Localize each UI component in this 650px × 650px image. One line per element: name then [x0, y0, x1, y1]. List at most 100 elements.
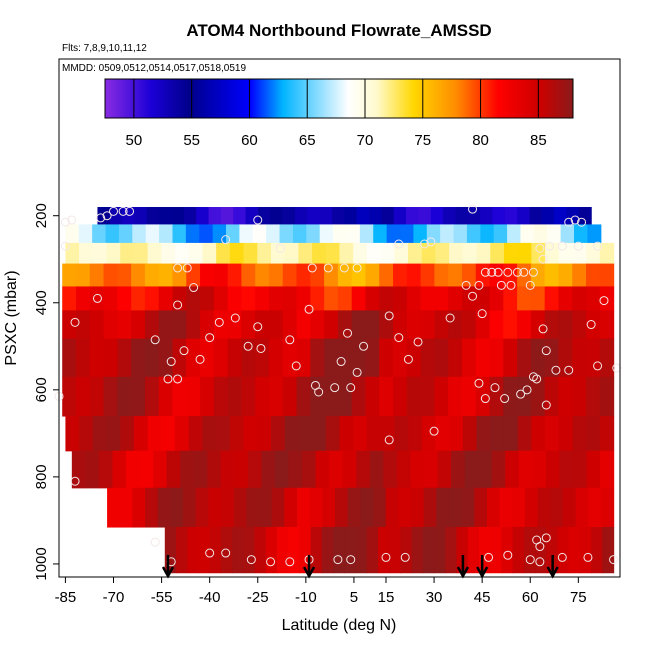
x-axis: -85 -70 -55 -40 -25 -10 5 15 30 45 60 75	[55, 577, 587, 606]
heatmap-cell	[324, 310, 339, 340]
heatmap-cell	[499, 487, 513, 528]
heatmap-cell	[89, 286, 105, 311]
heatmap-cell	[530, 263, 546, 288]
heatmap-cell	[586, 310, 601, 340]
heatmap-cell	[241, 338, 256, 378]
heatmap-cell	[270, 415, 286, 452]
heatmap-cell	[430, 207, 444, 226]
heatmap-cell	[170, 487, 184, 528]
observation-point	[173, 300, 183, 310]
heatmap-cell	[400, 224, 414, 244]
observation-point	[304, 304, 314, 314]
y-tick-label: 200	[33, 203, 50, 228]
heatmap-cell	[406, 310, 422, 340]
heatmap-cell	[312, 415, 327, 452]
heatmap-cell	[393, 207, 407, 226]
heatmap-cell	[410, 487, 425, 528]
heatmap-cell	[268, 376, 284, 417]
observation-point	[593, 241, 603, 251]
heatmap-cell	[241, 263, 256, 288]
observation-point	[528, 267, 538, 277]
flight-arrow	[476, 555, 489, 579]
heatmap-cell	[544, 310, 560, 340]
observation-point	[182, 263, 192, 273]
heatmap-cell	[448, 487, 463, 528]
observation-point	[352, 367, 362, 377]
heatmap-cell	[560, 224, 575, 244]
heatmap-cell	[106, 242, 121, 265]
heatmap-cell	[558, 376, 573, 417]
observation-point	[307, 263, 317, 273]
heatmap-cell	[186, 263, 201, 288]
heatmap-cell	[373, 224, 388, 244]
flight-arrow-head	[161, 566, 175, 579]
heatmap-cell	[422, 526, 435, 574]
observation-point	[612, 363, 622, 373]
observation-point	[230, 313, 240, 323]
heatmap-cell	[347, 487, 361, 528]
observation-point	[285, 335, 295, 345]
observation-point	[532, 374, 542, 384]
observation-point	[535, 557, 545, 567]
heatmap-cell	[558, 263, 573, 288]
heatmap-cell	[216, 415, 231, 452]
x-tick-label: 5	[350, 589, 358, 606]
heatmap-cell	[325, 415, 341, 452]
heatmap-cell	[200, 376, 215, 417]
heatmap-cell	[572, 376, 587, 417]
observation-point	[593, 361, 603, 371]
heatmap-cell	[599, 376, 615, 417]
heatmap-cell	[476, 415, 491, 452]
heatmap-cell	[420, 338, 435, 378]
observation-point	[359, 341, 369, 351]
heatmap-cell	[586, 338, 601, 378]
heatmap-cell	[103, 310, 118, 340]
y-tick-label: 400	[33, 290, 50, 315]
heatmap-cell	[324, 286, 339, 311]
observation-point	[118, 206, 128, 216]
heatmap-cell	[132, 224, 147, 244]
heatmap-cell	[530, 310, 546, 340]
heatmap-cell	[464, 450, 479, 489]
heatmap-cell	[112, 450, 127, 489]
heatmap-cell	[282, 286, 298, 311]
heatmap-cell	[296, 263, 311, 288]
heatmap-cell	[559, 450, 574, 489]
heatmap-cell	[302, 450, 317, 489]
heatmap-cell	[503, 310, 518, 340]
heatmap-cell	[507, 224, 522, 244]
observation-point	[384, 311, 394, 321]
observation-point	[256, 343, 266, 353]
heatmap-cell	[213, 286, 229, 311]
heatmap-cell	[202, 415, 217, 452]
heatmap-cell	[195, 487, 209, 528]
heatmap-cell	[406, 207, 419, 226]
heatmap-cell	[440, 224, 455, 244]
heatmap-cell	[557, 526, 570, 574]
heatmap-cell	[568, 526, 581, 574]
colorbar-tick-label: 60	[241, 132, 258, 149]
heatmap-cell	[530, 286, 546, 311]
observation-point	[500, 394, 510, 404]
heatmap-cell	[437, 450, 452, 489]
heatmap-cell	[65, 224, 80, 244]
heatmap-cell	[185, 224, 200, 244]
heatmap-cell	[324, 376, 339, 417]
heatmap-cell	[503, 286, 518, 311]
heatmap-cell	[586, 242, 601, 265]
heatmap-cell	[310, 263, 325, 288]
heatmap-cell	[372, 487, 387, 528]
heatmap-cell	[312, 242, 327, 265]
heatmap-cell	[65, 242, 80, 265]
heatmap-cell	[172, 263, 187, 288]
heatmap-cell	[554, 207, 568, 226]
heatmap-cell	[420, 263, 435, 288]
heatmap-cell	[266, 224, 281, 244]
heatmap-cell	[586, 415, 601, 452]
observation-point	[538, 324, 548, 334]
heatmap-cell	[337, 286, 353, 311]
heatmap-cell	[276, 526, 289, 574]
heatmap-cell	[153, 450, 168, 489]
heatmap-cell	[480, 224, 495, 244]
heatmap-cell	[209, 526, 222, 574]
